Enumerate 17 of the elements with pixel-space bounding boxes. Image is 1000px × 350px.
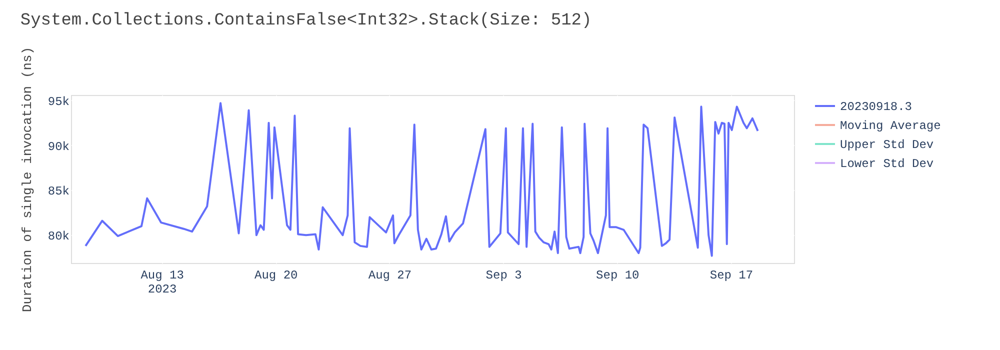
x-tick-label: Sep 17	[710, 268, 754, 282]
legend-label: Upper Std Dev	[840, 138, 934, 152]
x-tick-label: Sep 3	[486, 268, 522, 282]
x-tick-label: Aug 13 2023	[140, 268, 184, 296]
y-axis-title: Duration of single invocation (ns)	[20, 46, 35, 312]
y-tick-label: 85k	[48, 184, 70, 199]
legend-label: 20230918.3	[840, 100, 912, 114]
y-tick-label: 95k	[48, 94, 70, 109]
y-tick-label: 90k	[48, 140, 70, 154]
x-tick-label: Aug 20	[254, 268, 298, 282]
chart-title: System.Collections.ContainsFalse<Int32>.Stack(Size: 512)	[20, 11, 592, 30]
legend-label: Lower Std Dev	[840, 157, 934, 171]
x-tick-label: Aug 27	[368, 268, 412, 282]
legend-label: Moving Average	[840, 119, 941, 133]
line-series	[84, 102, 759, 257]
x-tick-label: Sep 10	[596, 268, 640, 282]
y-tick-label: 80k	[48, 230, 70, 244]
